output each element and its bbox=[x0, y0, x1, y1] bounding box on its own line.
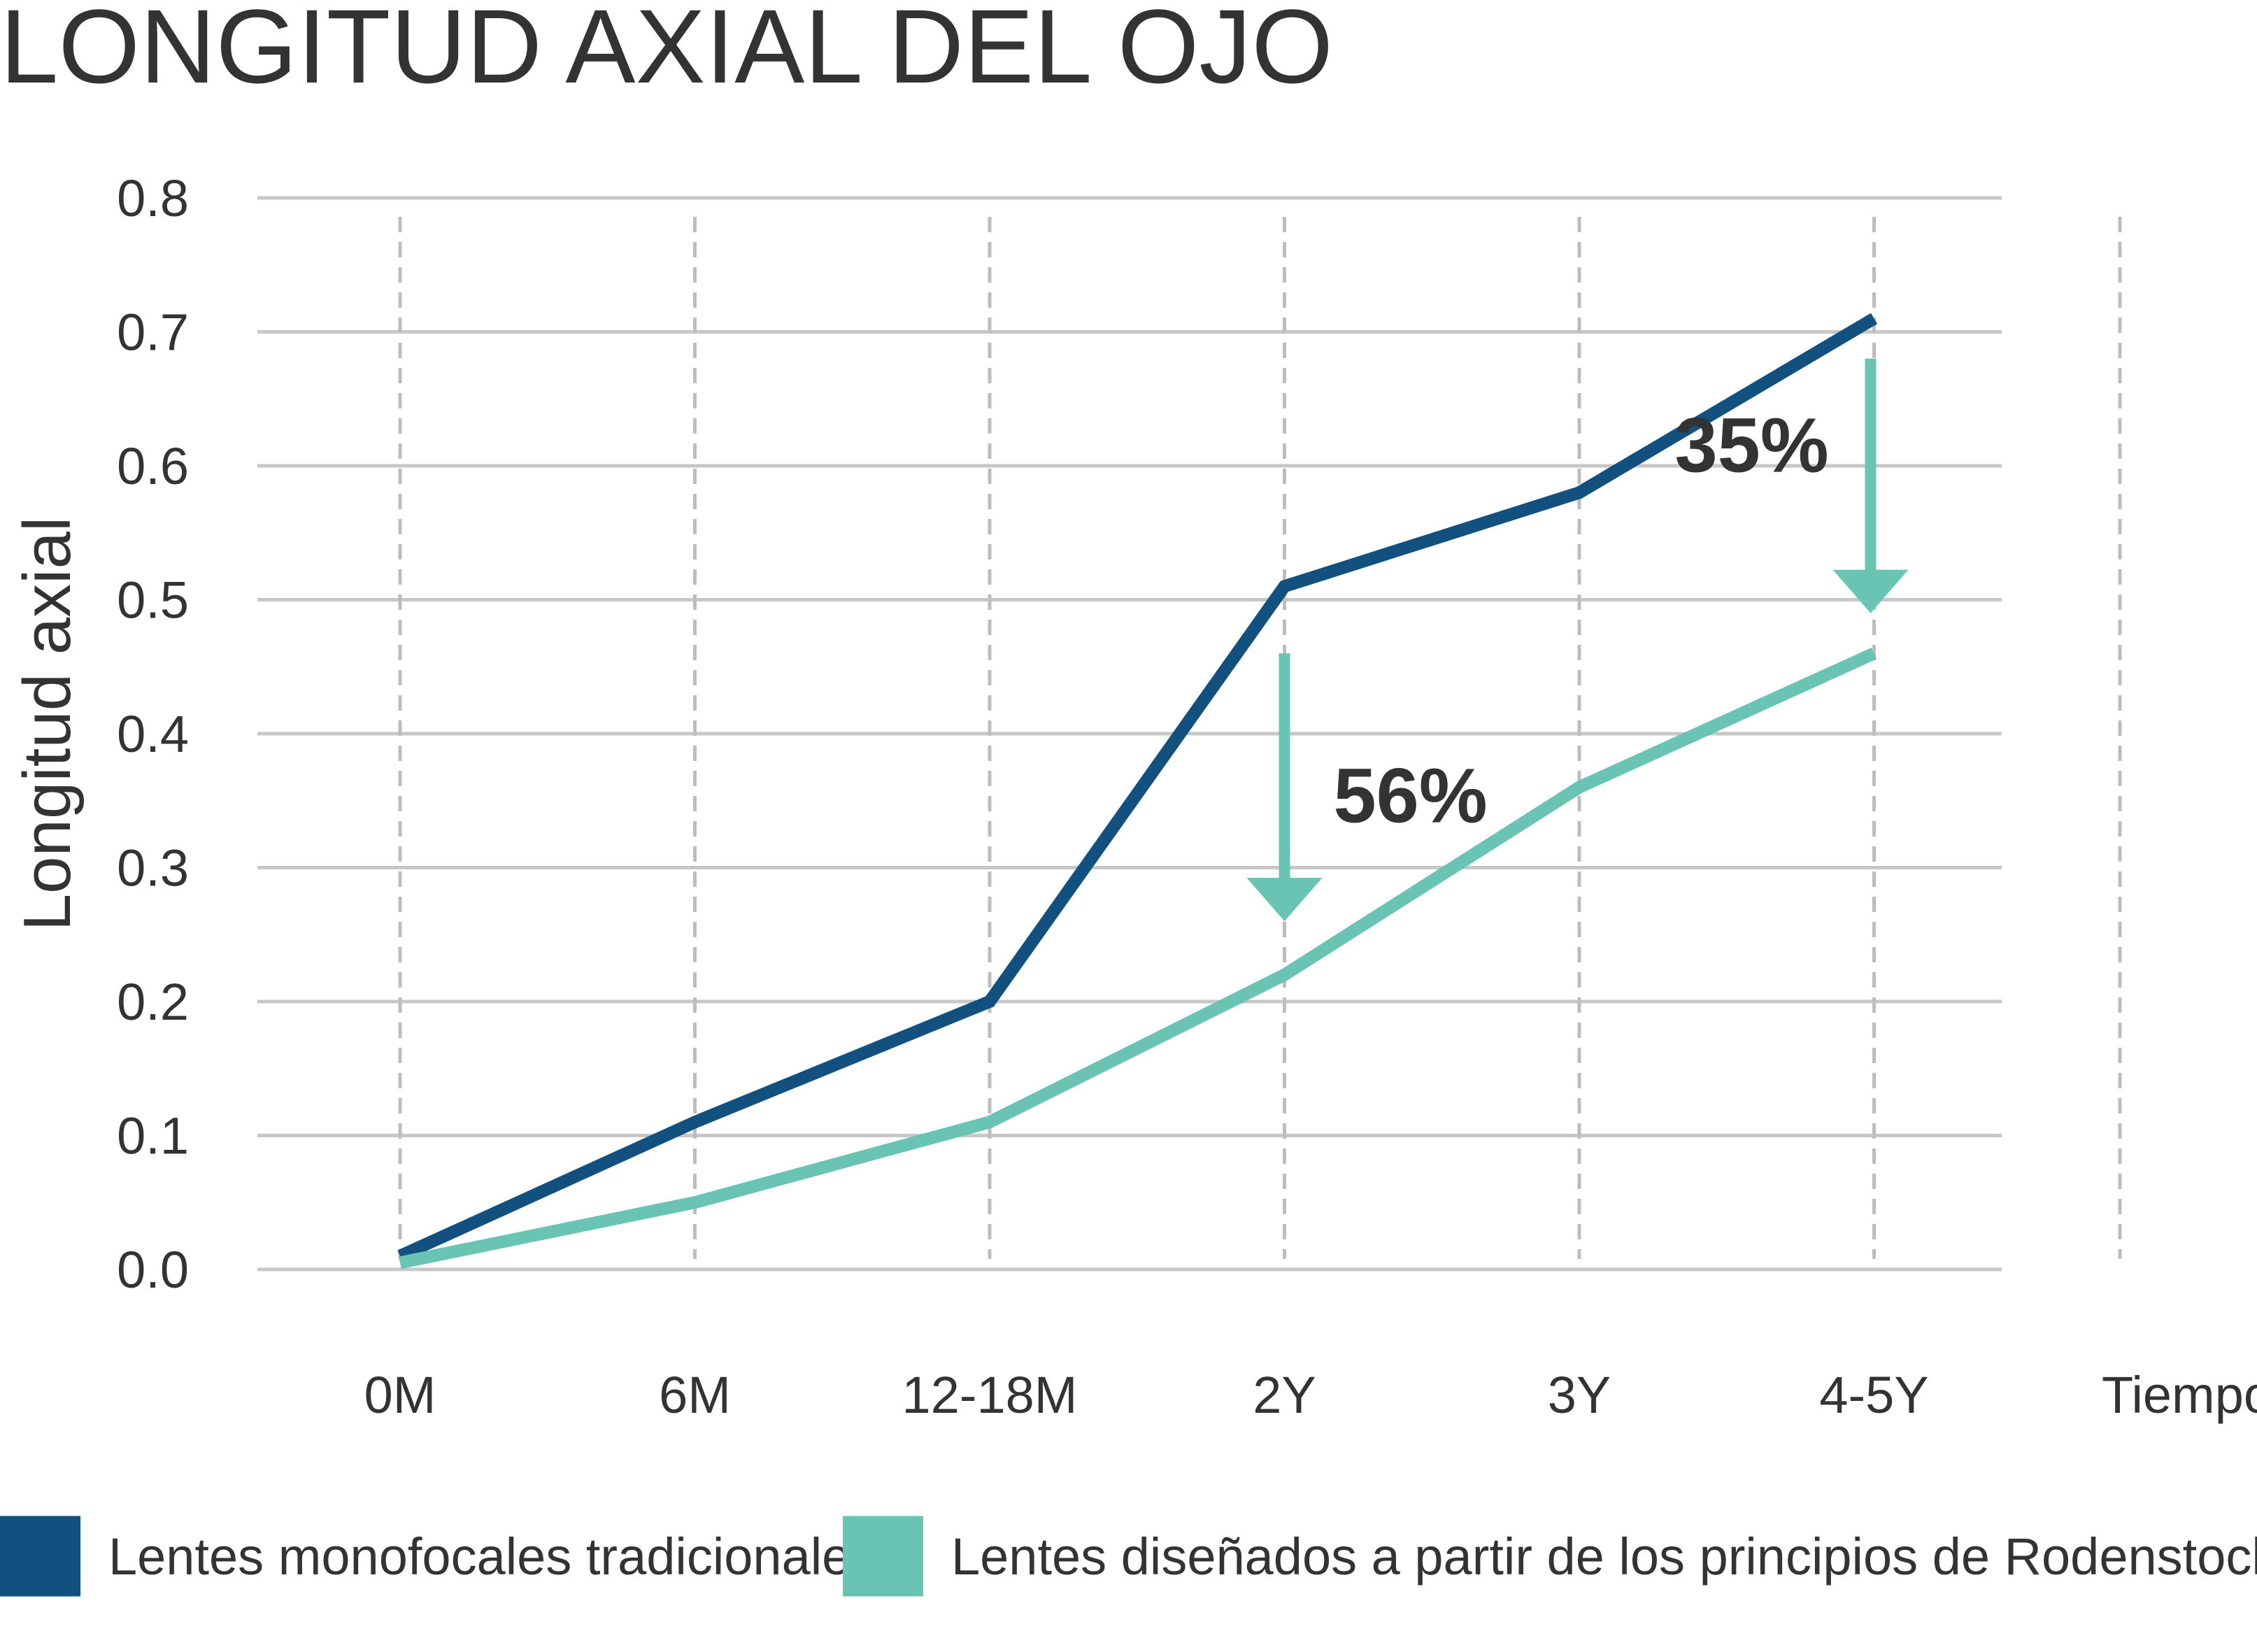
arrow-shaft bbox=[1865, 358, 1877, 573]
y-tick-label: 0.2 bbox=[117, 973, 189, 1031]
reduction-label: 56% bbox=[1334, 753, 1488, 839]
x-tick-label: 12-18M bbox=[902, 1366, 1078, 1424]
x-tick-label: 0M bbox=[364, 1366, 436, 1424]
legend-swatch bbox=[0, 1516, 80, 1597]
legend-swatch bbox=[843, 1516, 923, 1597]
series-line-1 bbox=[399, 647, 1877, 1269]
arrow-shaft bbox=[1279, 653, 1290, 881]
y-axis-ticks: 0.0 0.1 0.2 0.3 0.4 0.5 0.6 0.7 0.8 bbox=[117, 169, 189, 1299]
arrow-head bbox=[1832, 569, 1909, 613]
x-tick-label: 3Y bbox=[1548, 1366, 1611, 1424]
legend-label: Lentes diseñados a partir de los princip… bbox=[951, 1528, 2257, 1586]
x-axis-ticks: 0M 6M 12-18M 2Y 3Y 4-5Y bbox=[364, 1366, 1929, 1424]
vertical-gridlines bbox=[398, 217, 2122, 1259]
y-tick-label: 0.8 bbox=[117, 169, 189, 227]
y-tick-label: 0.6 bbox=[117, 437, 189, 495]
x-axis-title: Tiempo bbox=[2102, 1366, 2257, 1424]
x-tick-label: 6M bbox=[659, 1366, 731, 1424]
legend-label: Lentes monofocales tradicionales bbox=[108, 1528, 876, 1586]
legend-item-1: Lentes diseñados a partir de los princip… bbox=[843, 1516, 2257, 1597]
arrow-head bbox=[1246, 878, 1323, 922]
reduction-arrow-0: 56% bbox=[1246, 653, 1488, 922]
y-tick-label: 0.1 bbox=[117, 1107, 189, 1165]
x-tick-label: 2Y bbox=[1253, 1366, 1316, 1424]
y-tick-label: 0.4 bbox=[117, 705, 189, 763]
y-tick-label: 0.5 bbox=[117, 571, 189, 629]
legend-item-0: Lentes monofocales tradicionales bbox=[0, 1516, 876, 1597]
legend: Lentes monofocales tradicionales Lentes d… bbox=[0, 1516, 2257, 1597]
series-line-0 bbox=[397, 313, 1878, 1262]
series-lines bbox=[397, 313, 1878, 1269]
y-axis-title: Longitud axial bbox=[10, 517, 85, 931]
reduction-arrow-1: 35% bbox=[1675, 358, 1909, 613]
horizontal-gridlines bbox=[257, 196, 2002, 1272]
y-tick-label: 0.7 bbox=[117, 304, 189, 362]
y-tick-label: 0.3 bbox=[117, 839, 189, 897]
chart-title: LONGITUD AXIAL DEL OJO bbox=[0, 0, 1333, 105]
y-tick-label: 0.0 bbox=[117, 1241, 189, 1299]
x-tick-label: 4-5Y bbox=[1819, 1366, 1928, 1424]
reduction-label: 35% bbox=[1675, 403, 1829, 489]
annotations: 56% 35% bbox=[1246, 358, 1909, 922]
